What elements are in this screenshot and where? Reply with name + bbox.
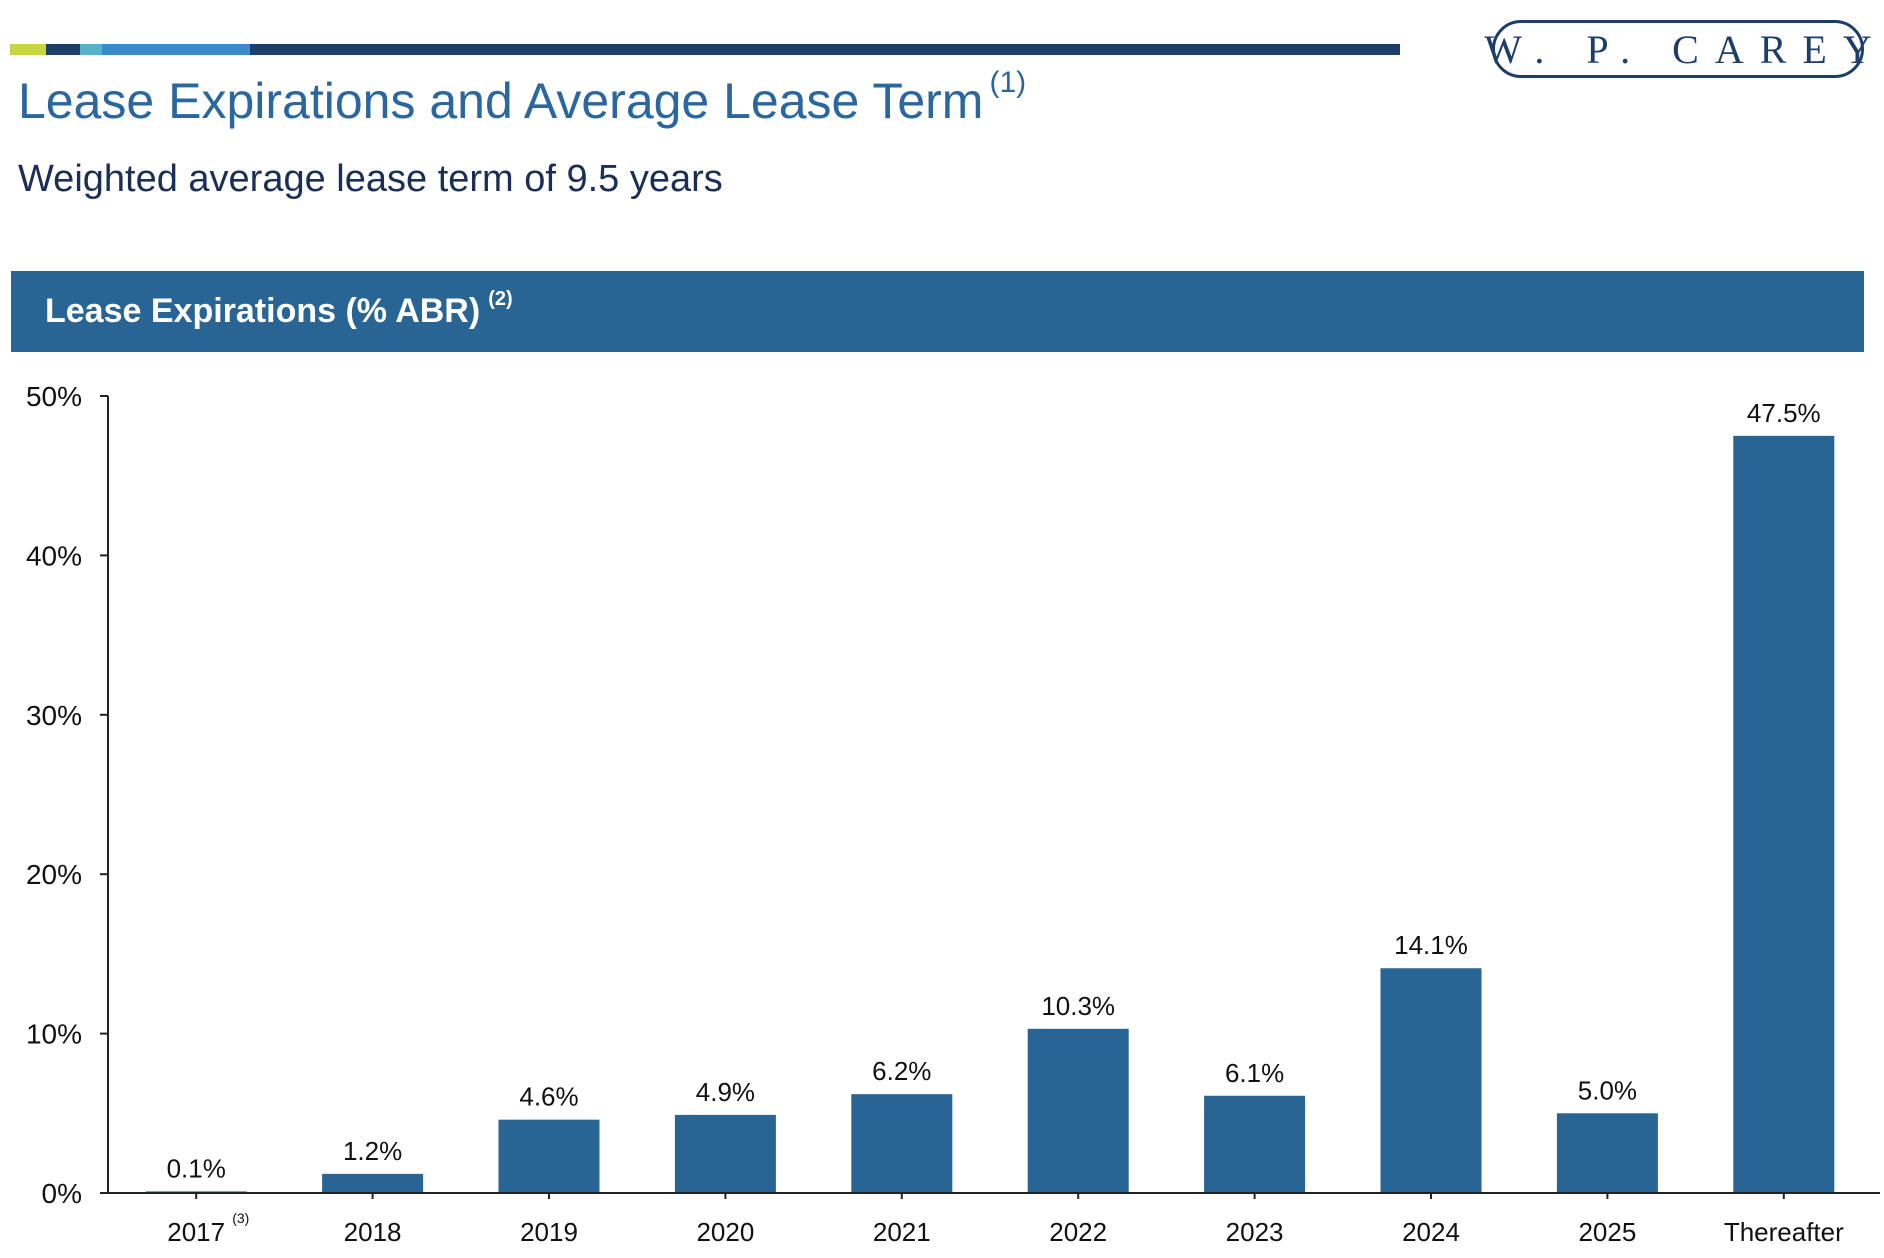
data-label: 6.1% xyxy=(1225,1058,1284,1088)
data-label: 47.5% xyxy=(1747,398,1821,428)
lease-expirations-bar-chart: 0% 10% 20% 30% 40% 50% 0.1% 1.2% 4.6% 4.9% 6.2% 10… xyxy=(26,381,1880,1247)
bars xyxy=(145,435,1835,1194)
page-title: Lease Expirations and Average Lease Term… xyxy=(18,66,1026,130)
bar-2018 xyxy=(322,1173,424,1193)
data-labels: 0.1% 1.2% 4.6% 4.9% 6.2% 10.3% 6.1% 14.1% 5.0% 47… xyxy=(167,398,1821,1184)
company-logo: W. P. CAREY xyxy=(1484,20,1872,78)
strip-segment-teal xyxy=(80,44,102,55)
y-tick-label: 10% xyxy=(26,1019,82,1050)
strip-segment-navy xyxy=(46,44,80,55)
data-label: 1.2% xyxy=(343,1136,402,1166)
logo-text: W. P. CAREY xyxy=(1484,26,1884,72)
bar-2021 xyxy=(851,1094,953,1193)
y-tick-label: 20% xyxy=(26,859,82,890)
bar-2020 xyxy=(674,1114,776,1193)
data-label: 4.6% xyxy=(519,1082,578,1112)
strip-segment-lime xyxy=(10,44,46,55)
top-accent-strip xyxy=(10,44,1400,55)
bar-2023 xyxy=(1204,1095,1306,1193)
x-tick-label: 2024 xyxy=(1402,1217,1460,1247)
data-label: 4.9% xyxy=(696,1077,755,1107)
section-title: Lease Expirations (% ABR) xyxy=(45,292,481,330)
bar-2019 xyxy=(498,1119,600,1193)
section-footnote: (2) xyxy=(488,288,513,310)
x-tick-label: 2018 xyxy=(344,1217,402,1247)
data-label: 14.1% xyxy=(1394,930,1468,960)
bar-2024 xyxy=(1380,968,1482,1193)
bar-thereafter xyxy=(1733,435,1835,1194)
x-tick-label: 2020 xyxy=(696,1217,754,1247)
x-tick-label: Thereafter xyxy=(1724,1217,1844,1247)
x-tick-label: 2019 xyxy=(520,1217,578,1247)
y-axis: 0% 10% 20% 30% 40% 50% xyxy=(26,381,109,1209)
data-label: 0.1% xyxy=(167,1153,226,1183)
x-axis: 2017 (3) 2018 2019 2020 2021 2022 2023 2024 2025 T… xyxy=(100,1192,1880,1247)
x-tick-label: 2023 xyxy=(1226,1217,1284,1247)
page-title-text: Lease Expirations and Average Lease Term xyxy=(18,73,984,129)
y-tick-label: 40% xyxy=(26,540,82,571)
data-label: 6.2% xyxy=(872,1056,931,1086)
x-tick-label: 2022 xyxy=(1049,1217,1107,1247)
data-label: 5.0% xyxy=(1578,1075,1637,1105)
x-tick-footnote: (3) xyxy=(232,1210,249,1226)
strip-segment-blue xyxy=(102,44,250,55)
y-tick-label: 30% xyxy=(26,700,82,731)
strip-segment-navy-long xyxy=(250,44,1400,55)
x-tick-label: 2021 xyxy=(873,1217,931,1247)
x-tick-label: 2025 xyxy=(1578,1217,1636,1247)
page-title-footnote: (1) xyxy=(989,66,1027,99)
y-tick-label: 50% xyxy=(26,381,82,412)
bar-2025 xyxy=(1556,1113,1658,1193)
data-label: 10.3% xyxy=(1041,991,1115,1021)
section-header-band: Lease Expirations (% ABR) (2) xyxy=(11,271,1864,352)
bar-2022 xyxy=(1027,1028,1129,1193)
y-tick-label: 0% xyxy=(42,1178,82,1209)
page-subtitle: Weighted average lease term of 9.5 years xyxy=(18,158,723,200)
x-tick-label: 2017 xyxy=(167,1217,225,1247)
